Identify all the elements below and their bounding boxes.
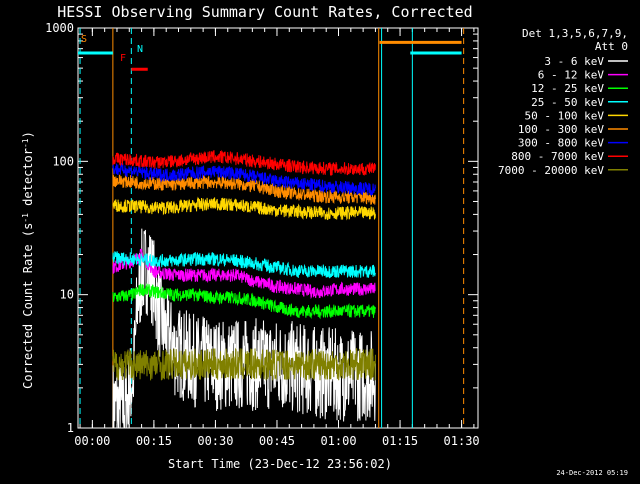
x-tick-label: 00:00 (74, 434, 110, 448)
series-line (112, 347, 376, 381)
y-axis-label-sup1: -1 (21, 213, 30, 223)
y-axis-label-end: ) (21, 131, 35, 138)
legend-header-line2: Att 0 (595, 40, 628, 53)
flag-label: N (137, 44, 143, 55)
x-axis-ticks: 00:00 00:15 00:30 00:45 01:00 01:15 01:30 (74, 28, 480, 448)
timestamp: 24-Dec-2012 05:19 (556, 469, 628, 477)
series-lines (112, 149, 376, 429)
series-line (112, 149, 376, 177)
flag-label: S (81, 34, 87, 45)
y-axis-label-sup2: -1 (21, 138, 30, 148)
legend-label: 12 - 25 keV (531, 82, 604, 95)
flag-label: F (120, 53, 126, 64)
legend-header-line1: Det 1,3,5,6,7,9, (522, 27, 628, 40)
y-axis-label: Corrected Count Rate (s-1 detector-1) (21, 131, 36, 389)
y-tick-label: 1000 (45, 21, 74, 35)
legend-label: 50 - 100 keV (525, 109, 605, 122)
series-line (112, 251, 376, 279)
series-line (112, 174, 376, 206)
x-tick-label: 01:15 (382, 434, 418, 448)
x-tick-label: 00:45 (259, 434, 295, 448)
legend-label: 7000 - 20000 keV (498, 164, 604, 177)
x-tick-label: 00:15 (136, 434, 172, 448)
legend-label: 300 - 800 keV (518, 137, 604, 150)
chart-title: HESSI Observing Summary Count Rates, Cor… (57, 3, 472, 21)
series-line (112, 196, 376, 221)
legend-label: 100 - 300 keV (518, 123, 604, 136)
series-line (112, 283, 376, 320)
legend-label: 6 - 12 keV (538, 69, 605, 82)
plot-border (77, 27, 479, 429)
x-tick-label: 01:00 (320, 434, 356, 448)
series-line (112, 248, 376, 300)
plot-frame (77, 27, 479, 429)
x-axis-label: Start Time (23-Dec-12 23:56:02) (168, 457, 392, 471)
legend-label: 3 - 6 keV (544, 55, 604, 68)
series-line (112, 163, 376, 196)
y-tick-label: 100 (52, 154, 74, 168)
y-tick-label: 1 (67, 421, 74, 435)
y-tick-label: 10 (60, 288, 74, 302)
y-axis-label-mid: detector (21, 148, 35, 213)
legend-label: 25 - 50 keV (531, 96, 604, 109)
flag-markers: S NF (78, 34, 462, 71)
x-tick-label: 00:30 (197, 434, 233, 448)
x-tick-label: 01:30 (444, 434, 480, 448)
legend-label: 800 - 7000 keV (511, 150, 604, 163)
y-axis-label-main: Corrected Count Rate (s (21, 223, 35, 389)
